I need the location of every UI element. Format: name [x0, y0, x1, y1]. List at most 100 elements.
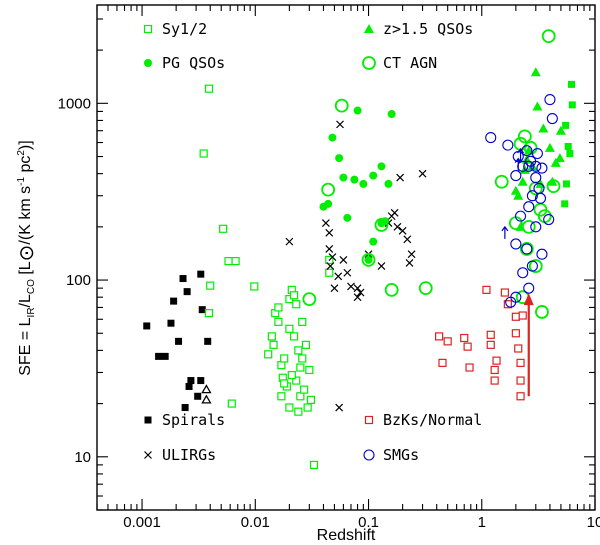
- spirals-lower-limits-point: [201, 394, 212, 404]
- z-1-5-qsos-point: [530, 67, 541, 77]
- smgs-point: [536, 248, 548, 260]
- bzks-normal-point: [486, 330, 495, 339]
- smgs-point: [523, 282, 535, 294]
- bzks-normal-point: [514, 344, 523, 353]
- series-bzks-normal: [435, 285, 527, 401]
- sy1-2-point: [204, 84, 214, 93]
- legend-marker: [143, 24, 153, 34]
- bzks-normal-point: [465, 363, 474, 372]
- z-1-5-qsos-squares-point: [562, 180, 570, 188]
- ulirgs-point: [285, 237, 294, 246]
- smgs-point: [536, 162, 548, 174]
- ulirgs-point: [396, 173, 405, 182]
- sy1-2-point: [277, 392, 286, 401]
- spirals-point: [181, 404, 189, 412]
- spirals-point: [143, 322, 151, 330]
- sy1-2-point: [298, 317, 307, 326]
- z-1-5-qsos-point: [515, 221, 526, 231]
- spirals-lower-limits-point: [201, 384, 212, 394]
- sy1-2-point: [301, 340, 311, 349]
- pg-qsos-point: [335, 154, 344, 163]
- smgs-point: [510, 170, 522, 182]
- z-1-5-qsos-point: [532, 101, 543, 111]
- smgs-point: [514, 210, 527, 222]
- legend-label: z>1.5 QSOs: [383, 20, 473, 38]
- ulirgs-point: [418, 169, 427, 178]
- smgs-lower-limits-point: [517, 148, 525, 162]
- ulirgs-point: [353, 293, 362, 302]
- pg-qsos-point: [364, 255, 373, 264]
- spirals-point: [194, 392, 202, 400]
- bzks-normal-point: [503, 300, 512, 309]
- ulirgs-point: [398, 226, 407, 235]
- bzks-normal-point: [518, 311, 527, 320]
- legend-marker: [144, 59, 152, 67]
- ct-agn-point: [361, 253, 376, 267]
- smgs-point: [534, 192, 547, 204]
- ct-agn-point: [535, 305, 549, 319]
- ulirgs-point: [334, 272, 343, 281]
- smgs-point: [530, 172, 542, 184]
- bzks-normal-point: [490, 376, 499, 385]
- sy1-2-point: [269, 340, 278, 349]
- ulirgs-point: [377, 262, 386, 270]
- sy1-2-point: [289, 332, 299, 341]
- sy1-2-point: [287, 370, 296, 380]
- smgs-point: [526, 190, 538, 202]
- pg-qsos-point: [359, 179, 368, 188]
- smgs-point: [517, 267, 529, 279]
- z-1-5-qsos-squares-point: [564, 142, 572, 150]
- sy1-2-point: [300, 385, 309, 394]
- bzks-normal-point: [516, 358, 525, 367]
- z-1-5-qsos-squares-point: [562, 121, 570, 129]
- bzks-normal-point: [460, 333, 469, 343]
- z-1-5-qsos-point: [513, 190, 524, 200]
- ct-agn-point: [334, 98, 349, 113]
- z-1-5-qsos-squares-point: [561, 200, 569, 208]
- annotations: [523, 293, 534, 397]
- ulirgs-point: [325, 228, 334, 237]
- sy1-2-point: [285, 324, 294, 333]
- sy1-2-point: [296, 392, 305, 401]
- z-1-5-qsos-squares-point: [567, 80, 575, 88]
- smgs-point: [502, 139, 514, 151]
- pg-qsos-point: [339, 173, 348, 182]
- smgs-point: [530, 221, 542, 233]
- sy1-2-point: [231, 257, 240, 266]
- pg-qsos-point: [343, 213, 352, 222]
- bzks-normal-point: [511, 329, 520, 338]
- sy1-2-point: [292, 376, 301, 385]
- legend-item-z-1-5-qsos: z>1.5 QSOs: [364, 20, 473, 38]
- ct-agn-point: [418, 281, 433, 296]
- bzks-normal-point: [482, 285, 491, 294]
- sy1-2-point: [227, 399, 236, 408]
- smgs-lower-limits-point: [514, 157, 522, 171]
- bzks-normal-point: [463, 342, 472, 351]
- bzks-normal-point: [516, 392, 525, 401]
- legend-item-smgs: SMGs: [363, 446, 419, 464]
- sy1-2-point: [206, 281, 215, 290]
- ct-agn-point: [321, 182, 336, 197]
- ulirgs-point: [326, 262, 335, 270]
- spirals-point: [183, 288, 191, 296]
- z-1-5-qsos-point: [517, 176, 528, 186]
- ulirgs-point: [339, 255, 348, 264]
- ulirgs-point: [330, 284, 339, 293]
- z-1-5-qsos-point: [538, 123, 549, 133]
- sy1-2-point: [267, 332, 276, 341]
- sy1-2-point: [294, 407, 303, 416]
- ct-agn-point: [302, 292, 317, 307]
- bzks-normal-point: [443, 337, 452, 346]
- spirals-point: [204, 337, 212, 345]
- legend-marker: [362, 56, 376, 70]
- legend-marker: [363, 449, 375, 461]
- sy1-2-point: [296, 363, 305, 372]
- ct-agn-point: [374, 218, 389, 232]
- legend-item-ct-agn: CT AGN: [362, 54, 437, 72]
- spirals-point: [185, 382, 193, 390]
- legend-marker: [364, 24, 374, 33]
- legend-label: BzKs/Normal: [383, 411, 482, 429]
- bzks-normal-point: [435, 332, 444, 341]
- smgs-point: [543, 213, 555, 226]
- sy1-2-point: [219, 224, 228, 233]
